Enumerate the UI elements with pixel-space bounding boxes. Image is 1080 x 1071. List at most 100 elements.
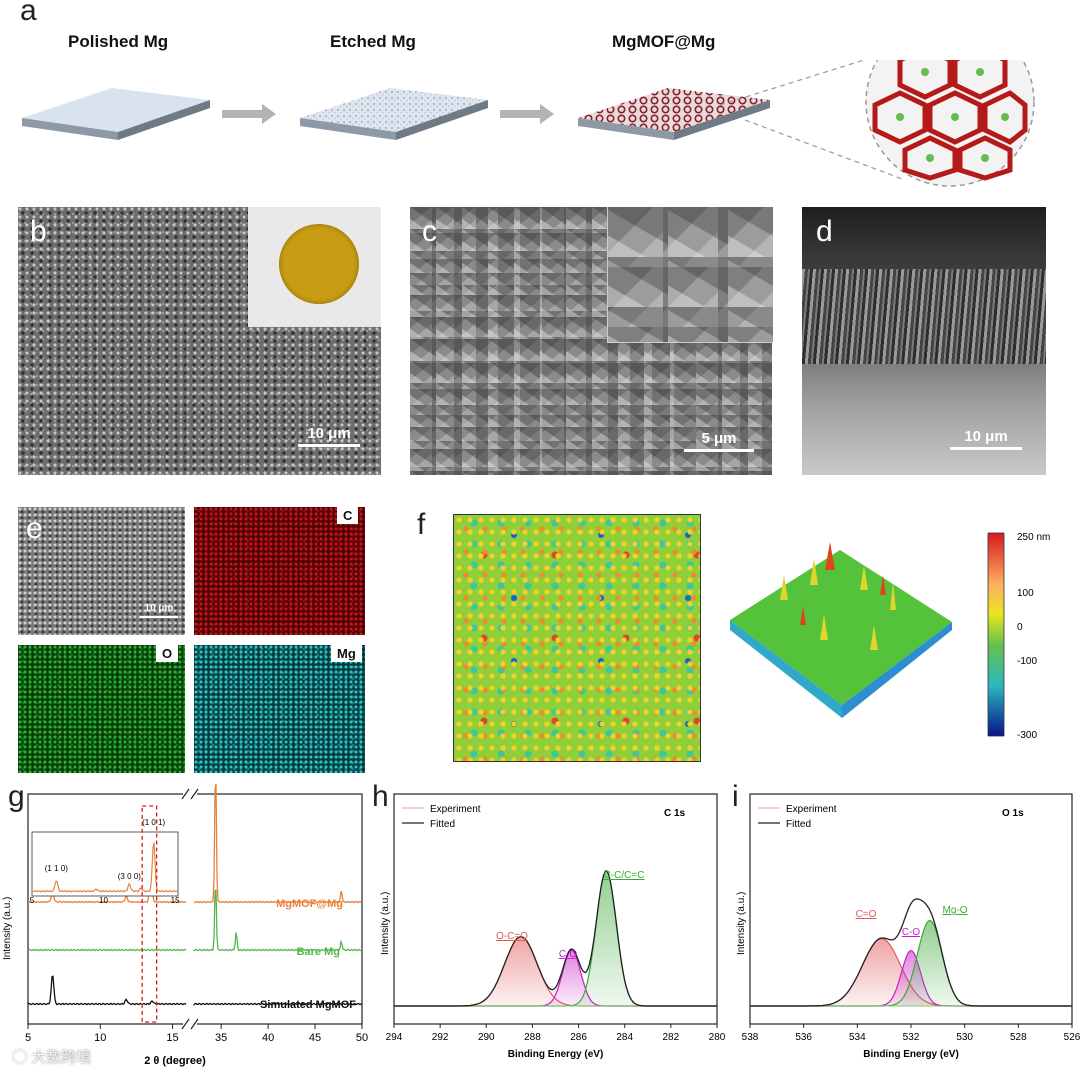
xps-o1s-chart: 538 536 534 532 530 528 526 Binding Energy (eV)… — [736, 793, 1080, 1060]
colorbar-tick-0: 0 — [1017, 622, 1023, 633]
panel-a-schematic — [22, 60, 1035, 187]
eds-tag-mg: Mg — [331, 645, 362, 662]
xps-tick-label: 282 — [663, 1032, 680, 1043]
sem-image-d — [802, 207, 1046, 475]
xps-tick-label: 538 — [742, 1032, 759, 1043]
mof-structure-zoom — [865, 60, 1035, 187]
xrd-series-label-0: MgMOF@Mg — [276, 898, 343, 910]
step-polished-mg: Polished Mg — [68, 32, 169, 51]
xps-component-label-0: C=O — [856, 909, 877, 920]
xps-component-label-2: C-C/C=C — [604, 870, 645, 881]
xrd-tick-label: 10 — [94, 1032, 106, 1044]
xps-c1s-chart: 294 292 290 288 286 284 282 280 Binding Energy (… — [380, 793, 726, 1060]
xrd-inset-ann-110: (1 1 0) — [45, 864, 68, 873]
xps-component-label-2: Mg-O — [943, 905, 968, 916]
panel-c-label: c — [422, 215, 437, 248]
xrd-series-1 — [27, 889, 363, 952]
colorbar-tick-neg100: -100 — [1017, 656, 1037, 667]
watermark-icon: ◯ — [12, 1049, 28, 1066]
eds-tag-o: O — [156, 645, 179, 662]
scale-text-e: 10 μm — [144, 603, 174, 614]
mg-disk-icon — [279, 224, 359, 304]
xps-title: C 1s — [664, 808, 686, 819]
xps-tick-label: 536 — [795, 1032, 812, 1043]
panel-b-label: b — [30, 215, 47, 248]
xps-tick-label: 530 — [956, 1032, 973, 1043]
xps-ylabel: Intensity (a.u.) — [736, 892, 747, 955]
step-etched-mg: Etched Mg — [330, 32, 416, 51]
panel-d-label: d — [816, 215, 833, 248]
xrd-tick-label: 45 — [309, 1032, 321, 1044]
xrd-series-2 — [27, 975, 363, 1007]
xrd-inset-ann-300: (3 0 0) — [118, 872, 141, 881]
xps-tick-label: 286 — [570, 1032, 587, 1043]
arrow-2-icon — [500, 104, 554, 124]
xps-xlabel: Binding Energy (eV) — [508, 1049, 604, 1060]
mgmof-mg-plate — [578, 88, 770, 140]
xps-frame — [393, 793, 718, 1025]
xrd-inset-tick: 10 — [99, 896, 108, 905]
xps-fitted-envelope — [394, 870, 717, 1007]
eds-sem-image — [18, 507, 185, 635]
colorbar-tick-100: 100 — [1017, 588, 1034, 599]
xps-tick-label: 284 — [616, 1032, 633, 1043]
etched-mg-plate — [300, 88, 488, 140]
scale-bar-e: 10 μm — [140, 603, 178, 618]
cross-section-layer — [802, 269, 1046, 364]
xrd-inset-tick: 15 — [171, 896, 180, 905]
afm-3d-surface — [730, 542, 952, 718]
eds-map-o — [18, 645, 185, 773]
xrd-ylabel: Intensity (a.u.) — [2, 897, 13, 960]
xps-title: O 1s — [1002, 808, 1024, 819]
xps-tick-label: 288 — [524, 1032, 541, 1043]
watermark: ◯ 大数跨境 — [12, 1046, 91, 1067]
panel-a-label: a — [20, 0, 37, 27]
xrd-tick-label: 15 — [166, 1032, 178, 1044]
scale-text-b: 10 μm — [307, 425, 351, 442]
panel-f-label: f — [417, 508, 426, 541]
panel-e-label: e — [26, 512, 43, 545]
xps-tick-label: 534 — [849, 1032, 866, 1043]
eds-tag-c: C — [337, 507, 359, 524]
colorbar-max: 250 nm — [1017, 532, 1050, 543]
xrd-tick-label: 5 — [25, 1032, 31, 1044]
xps-legend-exp: Experiment — [786, 804, 837, 815]
step-mgmof-mg: MgMOF@Mg — [612, 32, 716, 51]
scale-bar-d: 10 μm — [950, 428, 1022, 450]
scale-bar-b: 10 μm — [298, 425, 360, 447]
xps-component-label-0: O-C=O — [496, 931, 528, 942]
scale-bar-c: 5 μm — [684, 430, 754, 452]
afm-2d-map — [453, 514, 701, 762]
xps-component-fill-2 — [750, 920, 1072, 1006]
xps-legend-exp: Experiment — [430, 804, 481, 815]
sem-zoom-inset-c — [607, 207, 773, 343]
xps-component-label-1: C-O — [559, 949, 578, 960]
xps-xlabel: Binding Energy (eV) — [863, 1049, 959, 1060]
xps-tick-label: 294 — [386, 1032, 403, 1043]
xps-legend-fit: Fitted — [786, 819, 811, 830]
xps-ylabel: Intensity (a.u.) — [380, 892, 391, 955]
xps-tick-label: 528 — [1010, 1032, 1027, 1043]
xrd-series-label-1: Bare Mg — [297, 946, 340, 958]
sample-photo-inset — [248, 207, 381, 327]
scale-text-d: 10 μm — [964, 428, 1008, 445]
polished-mg-plate — [22, 88, 210, 140]
xps-component-label-1: C-O — [902, 927, 921, 938]
xps-tick-label: 280 — [709, 1032, 726, 1043]
colorbar-tick-neg300: -300 — [1017, 730, 1037, 741]
xps-tick-label: 532 — [903, 1032, 920, 1043]
xrd-tick-label: 35 — [215, 1032, 227, 1044]
xrd-inset-tick: 5 — [30, 896, 35, 905]
xrd-chart: MgMOF@Mg Bare Mg Simulated MgMOF 5 10 15 35 40… — [2, 783, 368, 1067]
panel-g-label: g — [8, 780, 25, 813]
eds-map-mg — [194, 645, 365, 773]
xrd-series-0 — [27, 783, 363, 904]
xrd-series-label-2: Simulated MgMOF — [260, 999, 356, 1011]
xps-tick-label: 290 — [478, 1032, 495, 1043]
xrd-tick-label: 40 — [262, 1032, 274, 1044]
scale-text-c: 5 μm — [701, 430, 737, 447]
xps-component-fill-2 — [394, 871, 717, 1006]
xrd-inset-ann-101: (1 0 1) — [142, 818, 165, 827]
xps-component-2 — [394, 870, 717, 1007]
xps-tick-label: 526 — [1064, 1032, 1080, 1043]
